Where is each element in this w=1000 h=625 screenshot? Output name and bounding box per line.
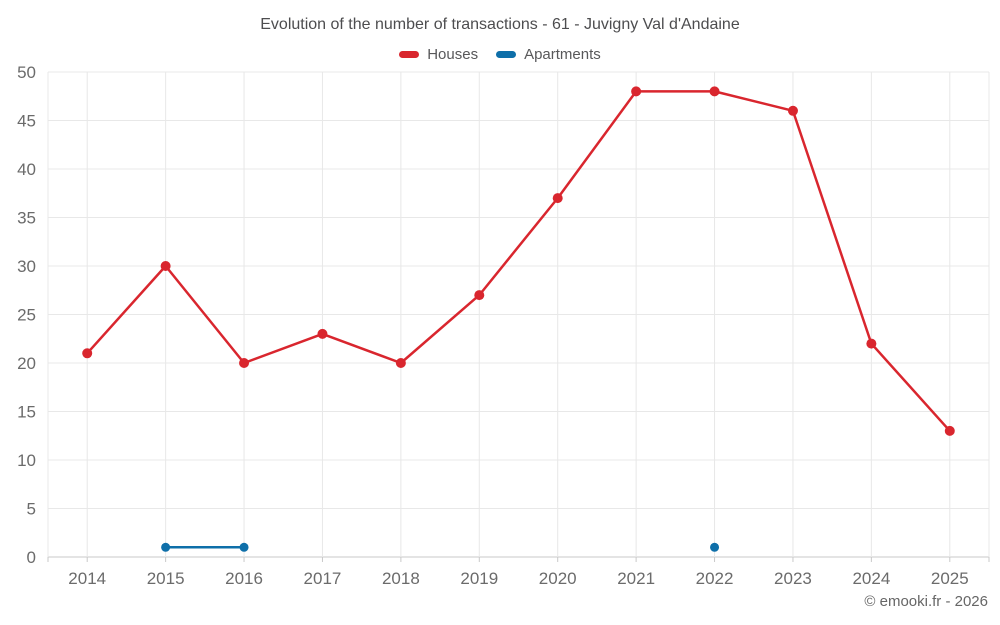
chart-title: Evolution of the number of transactions …	[260, 16, 740, 33]
x-tick-label: 2021	[617, 569, 655, 588]
x-tick-label: 2014	[68, 569, 106, 588]
y-tick-label: 45	[17, 112, 36, 131]
houses-point-2017[interactable]	[317, 328, 328, 339]
houses-line	[85, 90, 952, 433]
legend-swatch-apartments	[496, 51, 517, 58]
apartments-point-2015[interactable]	[161, 542, 171, 552]
y-tick-label: 0	[27, 548, 36, 567]
apartments-point-2016[interactable]	[239, 542, 249, 552]
y-tick-label: 35	[17, 209, 36, 228]
y-tick-label: 50	[17, 63, 36, 82]
x-tick-label: 2016	[225, 569, 263, 588]
houses-point-2018[interactable]	[395, 358, 406, 368]
houses-point-2022[interactable]	[709, 86, 720, 97]
apartments-point-2022[interactable]	[710, 542, 720, 552]
legend-swatch-houses	[399, 51, 420, 58]
houses-point-2025[interactable]	[944, 425, 955, 436]
x-tick-label: 2018	[382, 569, 420, 588]
houses-point-2014[interactable]	[82, 348, 93, 359]
y-tick-label: 25	[17, 306, 36, 325]
y-tick-label: 15	[17, 403, 36, 422]
y-tick-label: 5	[27, 500, 36, 519]
x-tick-label: 2019	[460, 569, 498, 588]
x-tick-label: 2025	[931, 569, 969, 588]
x-tick-label: 2023	[774, 569, 812, 588]
houses-point-2020[interactable]	[552, 193, 563, 204]
legend: Houses Apartments	[0, 46, 1000, 63]
x-tick-label: 2022	[696, 569, 734, 588]
legend-label-houses: Houses	[427, 46, 479, 63]
x-tick-label: 2024	[852, 569, 890, 588]
y-tick-label: 40	[17, 160, 36, 179]
y-tick-label: 10	[17, 451, 36, 470]
houses-point-2023[interactable]	[787, 105, 798, 116]
x-tick-label: 2020	[539, 569, 577, 588]
houses-point-2019[interactable]	[474, 290, 485, 301]
y-tick-label: 20	[17, 354, 36, 373]
houses-point-2021[interactable]	[631, 86, 642, 97]
x-tick-label: 2015	[147, 569, 185, 588]
houses-point-2016[interactable]	[239, 358, 250, 368]
watermark: © emooki.fr - 2026	[864, 593, 988, 610]
y-tick-label: 30	[17, 257, 36, 276]
legend-item-houses[interactable]: Houses	[399, 46, 478, 63]
legend-label-apartments: Apartments	[524, 46, 601, 63]
houses-point-2015[interactable]	[160, 261, 171, 271]
legend-item-apartments[interactable]: Apartments	[496, 46, 601, 63]
houses-point-2024[interactable]	[866, 338, 877, 349]
x-tick-label: 2017	[304, 569, 342, 588]
